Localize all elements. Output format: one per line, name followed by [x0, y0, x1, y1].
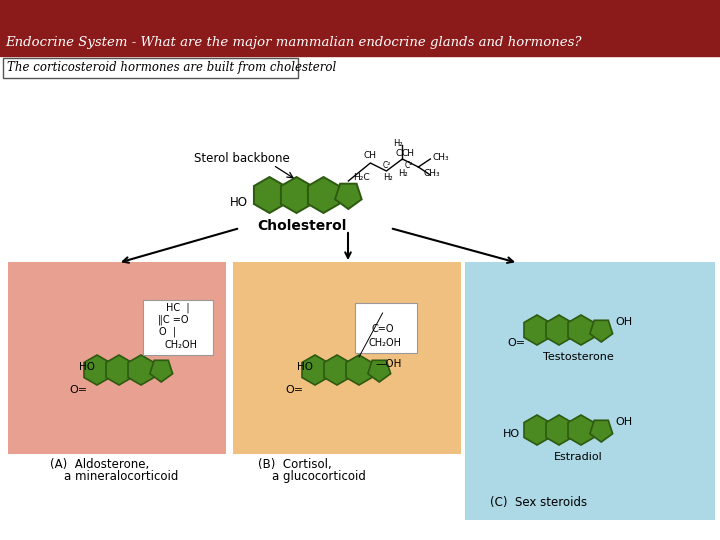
- Bar: [8, 262, 226, 454]
- Bar: [465, 262, 715, 520]
- Bar: [233, 262, 461, 454]
- Text: CH₃: CH₃: [423, 168, 440, 178]
- Text: C: C: [395, 148, 402, 158]
- Text: Estradiol: Estradiol: [554, 452, 603, 462]
- Text: Sterol backbone: Sterol backbone: [194, 152, 289, 165]
- Polygon shape: [302, 355, 328, 385]
- Polygon shape: [524, 415, 550, 445]
- Text: OH: OH: [615, 417, 632, 427]
- Bar: [355, 303, 417, 353]
- Text: O=: O=: [69, 385, 87, 395]
- Text: H₂C: H₂C: [353, 172, 369, 181]
- Polygon shape: [106, 355, 132, 385]
- Text: (B)  Cortisol,: (B) Cortisol,: [258, 458, 332, 471]
- Text: —OH: —OH: [376, 359, 402, 369]
- Text: HO: HO: [230, 197, 248, 210]
- Text: OH: OH: [615, 317, 632, 327]
- Text: O=: O=: [285, 385, 303, 395]
- Text: ‖C =O: ‖C =O: [158, 315, 189, 325]
- Text: (C)  Sex steroids: (C) Sex steroids: [490, 496, 587, 509]
- Polygon shape: [590, 420, 613, 442]
- Text: Testosterone: Testosterone: [543, 352, 613, 362]
- Polygon shape: [546, 415, 572, 445]
- Text: CH₃: CH₃: [432, 153, 449, 163]
- Polygon shape: [335, 184, 361, 209]
- Polygon shape: [524, 315, 550, 345]
- Text: HO: HO: [79, 362, 95, 372]
- Text: a mineralocorticoid: a mineralocorticoid: [64, 470, 179, 483]
- Text: C²: C²: [404, 160, 413, 170]
- Text: H₂: H₂: [399, 168, 408, 178]
- Text: CH₂OH: CH₂OH: [368, 338, 401, 348]
- Text: CH₂OH: CH₂OH: [165, 340, 198, 350]
- Text: HC  |: HC |: [166, 303, 190, 313]
- Text: C²: C²: [382, 160, 390, 170]
- Text: CH: CH: [364, 151, 377, 159]
- Text: The corticosteroid hormones are built from cholesterol: The corticosteroid hormones are built fr…: [7, 61, 336, 74]
- Text: (A)  Aldosterone,: (A) Aldosterone,: [50, 458, 149, 471]
- Text: O  |: O |: [158, 327, 176, 338]
- Polygon shape: [324, 355, 350, 385]
- Polygon shape: [254, 177, 285, 213]
- Polygon shape: [368, 360, 391, 382]
- Text: Cholesterol: Cholesterol: [257, 219, 346, 233]
- Polygon shape: [281, 177, 312, 213]
- Polygon shape: [590, 320, 613, 342]
- Polygon shape: [546, 315, 572, 345]
- Text: C=O: C=O: [372, 324, 394, 334]
- Text: Endocrine System - What are the major mammalian endocrine glands and hormones?: Endocrine System - What are the major ma…: [5, 36, 582, 49]
- Text: CH: CH: [402, 148, 415, 158]
- Bar: [3, 58, 298, 78]
- Text: H₂: H₂: [394, 138, 403, 147]
- Polygon shape: [346, 355, 372, 385]
- Bar: [143, 300, 213, 355]
- Polygon shape: [84, 355, 110, 385]
- Text: a glucocorticoid: a glucocorticoid: [272, 470, 366, 483]
- Text: HO: HO: [297, 362, 313, 372]
- Polygon shape: [568, 415, 594, 445]
- Text: H₂: H₂: [384, 172, 393, 181]
- Text: O=: O=: [507, 338, 525, 348]
- Text: HO: HO: [503, 429, 520, 439]
- Polygon shape: [150, 360, 173, 382]
- Polygon shape: [128, 355, 154, 385]
- Bar: [0, 0, 720, 56]
- Polygon shape: [568, 315, 594, 345]
- Polygon shape: [308, 177, 339, 213]
